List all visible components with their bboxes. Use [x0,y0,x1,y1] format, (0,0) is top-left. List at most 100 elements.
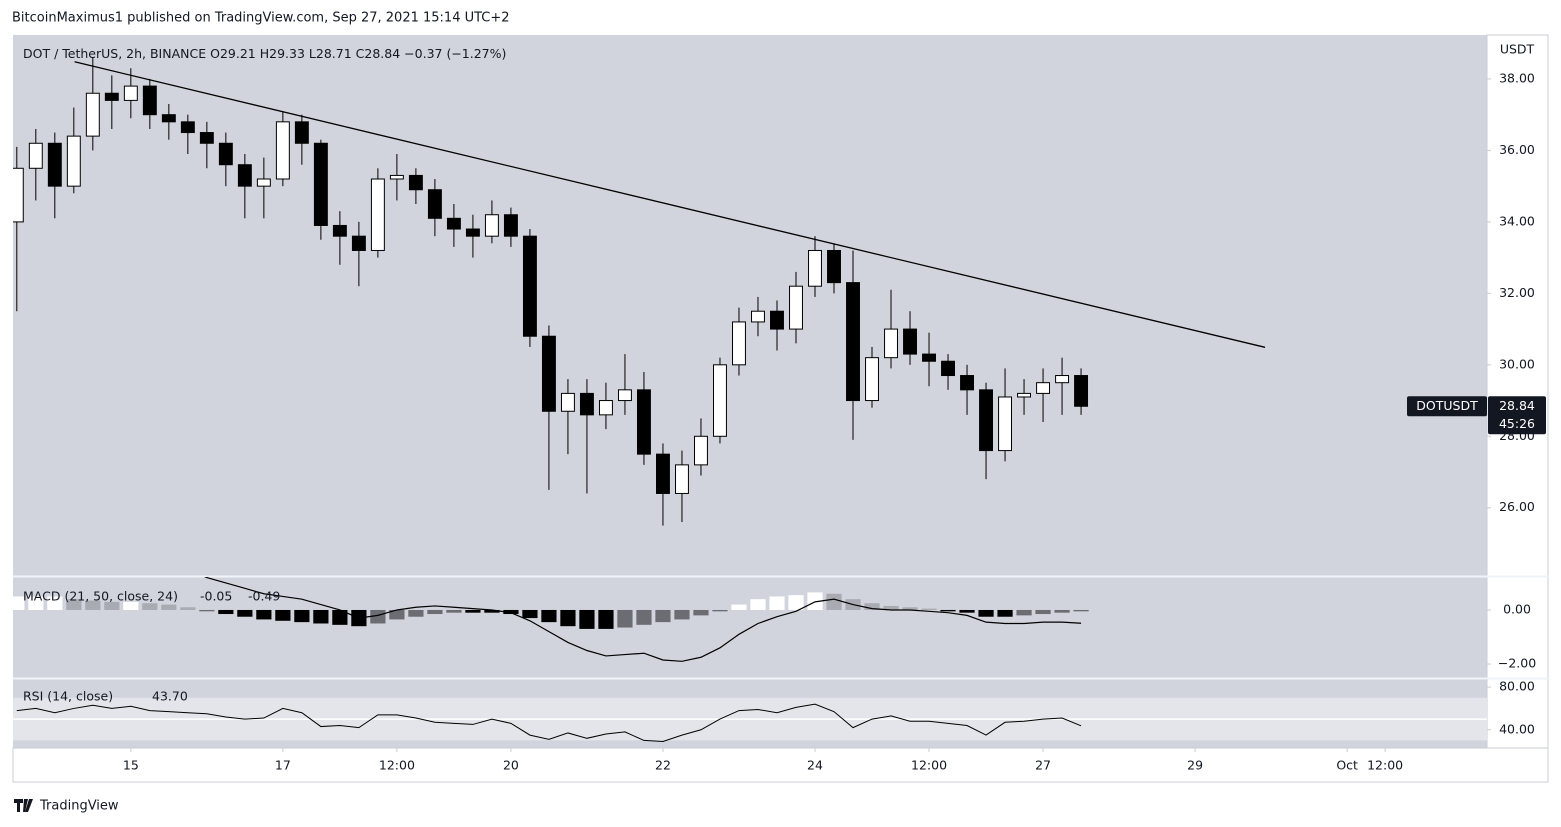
candle-body [903,328,917,355]
candle-body [694,435,708,466]
macd-histogram-bar [180,607,196,610]
macd-legend-value: -0.49 [248,589,280,604]
macd-histogram-bar [731,604,747,610]
candle-body [732,321,746,366]
macd-histogram-bar [617,609,633,628]
candle-body [370,178,385,251]
candle-body [770,310,784,330]
candle-body [199,132,214,144]
macd-histogram-bar [313,609,329,624]
macd-histogram-bar [750,599,766,610]
price-plot [13,57,1266,526]
x-tick-label: 12:00 [911,758,947,773]
candle-body [142,85,157,116]
ohlc-value: 29.33 [269,46,305,61]
macd-histogram-bar [275,609,291,621]
macd-histogram-bar [332,609,348,625]
price-tag [1488,396,1546,435]
candle-body [161,114,176,123]
candle-body [713,364,727,437]
x-tick-label: 29 [1187,758,1203,773]
macd-histogram-bar [13,596,25,610]
macd-histogram-bar [389,609,405,620]
y-tick-label: 26.00 [1499,499,1535,514]
macd-histogram-bar [28,596,44,610]
candle-body [465,228,480,237]
macd-legend-value: -0.05 [200,589,232,604]
ohlc-value: 28.84 [364,46,400,61]
candle-body [865,357,879,402]
macd-histogram-bar [522,609,538,619]
ohlc-legend: DOT / TetherUS, 2h, BINANCE O29.21 H29.3… [23,46,506,61]
candle-body [675,464,689,494]
macd-histogram-bar [674,609,690,620]
macd-histogram-bar [579,609,595,629]
candle-body [389,174,404,180]
macd-line [204,577,1082,662]
y-tick-label: 34.00 [1499,213,1535,228]
macd-histogram-bar [1035,609,1051,615]
candle-body [941,360,955,377]
candle-body [427,189,442,219]
price-unit: USDT [1500,42,1535,57]
x-tick-label: 15 [123,758,139,773]
symbol-tag-text: DOTUSDT [1416,398,1478,413]
macd-histogram-bar [484,609,500,613]
candle-body [66,135,81,187]
y-tick-label: 36.00 [1499,142,1535,157]
macd-histogram-bar [237,609,253,617]
x-tick-label: 27 [1035,758,1051,773]
candle-body [598,400,613,416]
macd-histogram-bar [921,608,937,610]
footer-brand: TradingView [39,799,119,814]
price-axis [1486,34,1549,749]
y-tick-label: 0.00 [1503,601,1531,616]
ohlc-value: 28.71 [316,46,352,61]
candle-body [275,121,290,180]
macd-histogram-bar [104,601,120,610]
chart-pane [13,35,1487,748]
macd-histogram-bar [446,609,462,613]
rsi-plot [13,697,1487,742]
tv-logo [14,799,33,812]
time-axis [12,747,1549,783]
candle-body [13,167,24,223]
macd-plot [13,577,1089,662]
symbol-tag [1407,396,1487,417]
candle-body [979,389,993,452]
macd-histogram-bar [978,609,994,617]
candle-body [922,353,936,362]
ohlc-key: C [356,46,365,61]
macd-histogram-bar [66,599,82,610]
macd-histogram-bar [1016,609,1032,616]
candle-body [1074,375,1089,407]
macd-histogram-bar [85,600,101,610]
macd-histogram-bar [693,609,709,616]
symbol-title: DOT / TetherUS, 2h, BINANCE [23,46,206,61]
candle-body [180,121,195,134]
candle-body [85,92,100,137]
y-tick-label: 80.00 [1499,679,1535,694]
candle-body [808,249,822,287]
macd-histogram-bar [959,609,975,613]
macd-histogram-bar [864,603,880,610]
macd-histogram-bar [560,609,576,627]
price-change: −0.37 (−1.27%) [404,46,506,61]
candle-body [789,285,803,330]
macd-title: MACD (21, 50, close, 24) [23,589,178,604]
candle-body [655,453,670,494]
y-tick-label: 38.00 [1499,70,1535,85]
macd-histogram-bar [807,592,823,610]
ohlc-key: H [260,46,269,61]
x-tick-label: 12:00 [379,758,415,773]
macd-histogram-bar [47,596,63,610]
candle-body [313,142,328,226]
macd-histogram-bar [503,609,519,615]
macd-histogram-bar [712,609,728,612]
y-tick-label: −2.00 [1498,656,1536,671]
macd-histogram-bar [788,595,804,610]
macd-histogram-bar [1073,609,1089,612]
x-tick-label: 17 [275,758,291,773]
candle-body [751,310,765,323]
